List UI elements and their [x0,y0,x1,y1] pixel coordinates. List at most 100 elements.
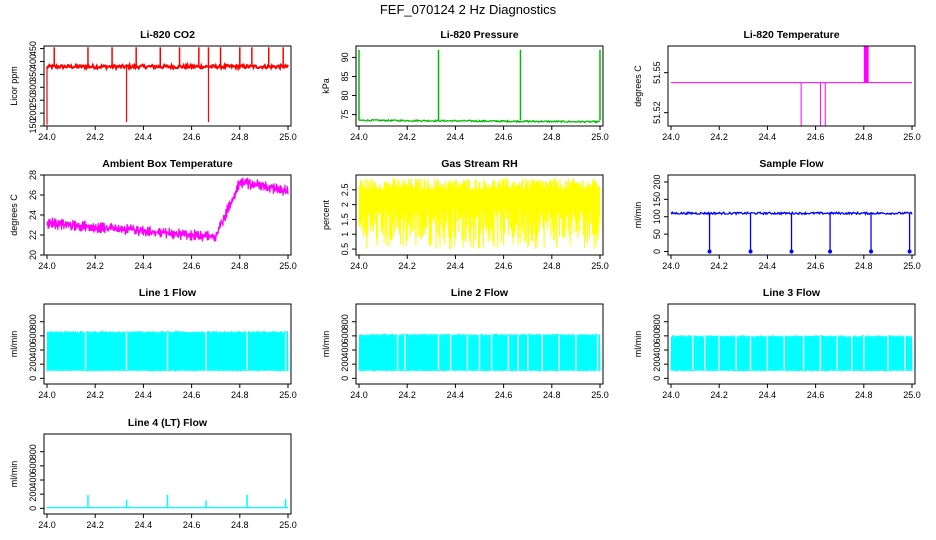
x-tick-label: 24.6 [183,520,201,530]
x-tick-label: 24.0 [38,261,56,271]
x-tick-label: 24.2 [86,390,104,400]
x-tick-label: 25.0 [279,390,297,400]
y-tick-label: 400 [340,343,350,358]
plot-frame [355,45,604,127]
x-tick-label: 24.8 [543,261,561,271]
y-tick-label: 150 [28,118,38,133]
data-series [46,47,289,125]
x-tick-label: 24.4 [447,261,465,271]
series-line [46,61,289,72]
y-axis-label: ml/min [9,461,19,488]
series-line [46,177,289,242]
series-band [670,335,913,372]
y-tick-label: 200 [28,106,38,121]
panel-3: Ambient Box Temperature degrees C 24.0 24.2… [9,158,297,271]
x-tick-label: 24.0 [38,520,56,530]
x-tick-label: 24.0 [350,132,368,142]
y-axis-label: ml/min [9,331,19,358]
data-series [358,177,601,250]
series-band [46,330,289,372]
panel-title: Li-820 Temperature [743,29,839,41]
y-tick-label: 0 [28,506,38,511]
y-tick-label: 800 [340,314,350,329]
x-tick-label: 24.0 [350,261,368,271]
panel-4: Gas Stream RH percent 24.0 24.2 24.4 24.6 24.8… [321,158,609,271]
y-tick-label: 90 [340,52,350,62]
x-tick-label: 24.4 [447,132,465,142]
x-tick-label: 24.2 [398,261,416,271]
panel-0: Li-820 CO2 Licor ppm 24.0 24.2 24.4 24.6 24.8 2… [9,29,297,142]
x-tick-label: 24.8 [543,390,561,400]
figure-title: FEF_070124 2 Hz Diagnostics [379,2,557,17]
drop-point [707,249,712,254]
y-tick-label: 50 [652,229,662,239]
y-tick-label: 0 [652,249,662,254]
drop-point [789,249,794,254]
x-tick-label: 24.6 [183,261,201,271]
plot-frame [667,174,916,256]
plot-frame [667,303,916,385]
x-tick-label: 24.6 [807,261,825,271]
y-axis-label: ml/min [633,202,643,229]
y-tick-label: 0 [652,376,662,381]
panel-5: Sample Flow ml/min 24.0 24.2 24.4 24.6 24.8 25.… [633,158,921,271]
series-band [358,333,601,372]
data-series [46,330,289,372]
x-tick-label: 24.2 [398,132,416,142]
x-tick-label: 24.8 [231,261,249,271]
panel-title: Ambient Box Temperature [102,158,233,170]
y-tick-label: 800 [28,444,38,459]
y-tick-label: 1.5 [340,213,350,226]
x-tick-label: 25.0 [591,261,609,271]
panel-title: Line 2 Flow [451,287,509,299]
x-tick-label: 25.0 [279,132,297,142]
panel-title: Sample Flow [759,158,824,170]
y-axis-label: percent [321,199,331,230]
drop-point [828,249,833,254]
x-tick-label: 24.6 [495,390,513,400]
y-tick-label: 26 [28,190,38,200]
panel-title: Li-820 Pressure [440,29,518,41]
y-tick-label: 400 [652,343,662,358]
x-tick-label: 24.8 [855,390,873,400]
x-tick-label: 25.0 [279,261,297,271]
y-tick-label: 150 [652,192,662,207]
x-tick-label: 24.8 [231,520,249,530]
y-axis-label: Licor ppm [9,66,19,106]
x-tick-label: 25.0 [279,520,297,530]
x-tick-label: 24.4 [135,520,153,530]
x-tick-label: 24.2 [86,261,104,271]
y-tick-label: 0.5 [340,243,350,256]
panel-6: Line 1 Flow ml/min 24.0 24.2 24.4 24.6 24.8 25.… [9,287,297,400]
x-tick-label: 24.8 [543,132,561,142]
x-tick-label: 24.2 [710,132,728,142]
y-tick-label: 600 [652,328,662,343]
x-tick-label: 24.4 [135,132,153,142]
x-tick-label: 24.8 [231,132,249,142]
y-tick-label: 400 [28,343,38,358]
y-tick-label: 450 [28,41,38,56]
data-series [47,494,288,509]
y-tick-label: 100 [652,209,662,224]
y-tick-label: 400 [28,54,38,69]
y-tick-label: 600 [340,328,350,343]
x-tick-label: 24.6 [183,132,201,142]
x-tick-label: 24.6 [495,261,513,271]
x-tick-label: 24.2 [710,390,728,400]
x-tick-label: 24.6 [183,390,201,400]
panel-7: Line 2 Flow ml/min 24.0 24.2 24.4 24.6 24.8 25.… [321,287,609,400]
panel-title: Gas Stream RH [441,158,517,170]
x-tick-label: 24.6 [495,132,513,142]
y-tick-label: 2 [340,202,350,207]
x-tick-label: 24.0 [38,390,56,400]
plot-frame [43,45,292,127]
dense-block [863,46,869,83]
plot-frame [667,45,916,127]
y-tick-label: 300 [28,80,38,95]
x-tick-label: 24.0 [38,132,56,142]
y-tick-label: 250 [28,93,38,108]
data-series [670,210,913,254]
x-tick-label: 24.8 [855,132,873,142]
x-tick-label: 24.6 [807,390,825,400]
